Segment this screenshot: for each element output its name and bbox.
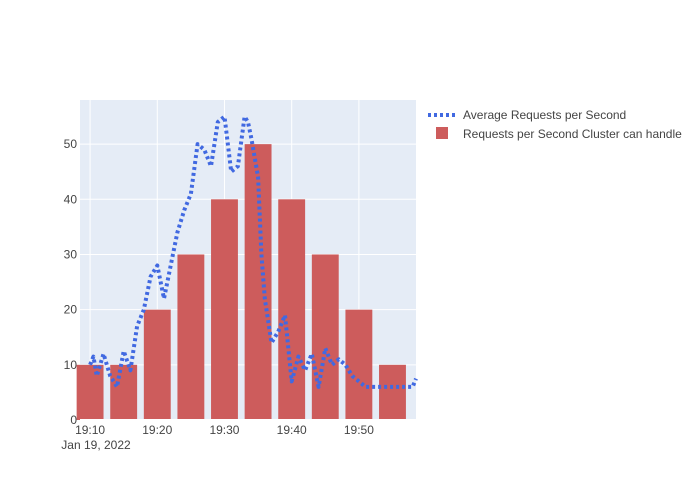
bar — [311, 254, 339, 420]
x-axis-ticks: 19:10 19:20 19:30 19:40 19:50 — [75, 423, 374, 437]
bar — [110, 364, 138, 420]
legend-label-line: Average Requests per Second — [463, 108, 626, 122]
bar — [143, 309, 171, 420]
bar-series — [76, 144, 416, 421]
legend-swatch-bar — [436, 127, 448, 139]
x-tick-label: 19:20 — [142, 423, 172, 437]
y-tick-label: 20 — [64, 303, 78, 317]
bar — [211, 199, 238, 420]
y-tick-label: 40 — [64, 192, 78, 206]
bar — [177, 254, 205, 420]
bar — [379, 364, 406, 420]
x-tick-label: 19:40 — [277, 423, 307, 437]
x-tick-label: 19:50 — [344, 423, 374, 437]
bar — [278, 199, 306, 420]
y-tick-label: 30 — [64, 247, 78, 261]
y-axis-ticks: 0 10 20 30 40 50 — [64, 137, 78, 427]
y-tick-label: 50 — [64, 137, 78, 151]
legend: Average Requests per Second Requests per… — [428, 108, 682, 141]
x-tick-label: 19:10 — [75, 423, 105, 437]
x-tick-label: 19:30 — [209, 423, 239, 437]
legend-item-line[interactable]: Average Requests per Second — [428, 108, 626, 122]
y-tick-label: 10 — [64, 358, 78, 372]
x-axis-date-label: Jan 19, 2022 — [61, 438, 131, 452]
bar — [345, 309, 373, 420]
legend-item-bar[interactable]: Requests per Second Cluster can handle — [436, 127, 682, 141]
legend-label-bar: Requests per Second Cluster can handle — [463, 127, 682, 141]
y-tick-label: 0 — [70, 413, 77, 427]
